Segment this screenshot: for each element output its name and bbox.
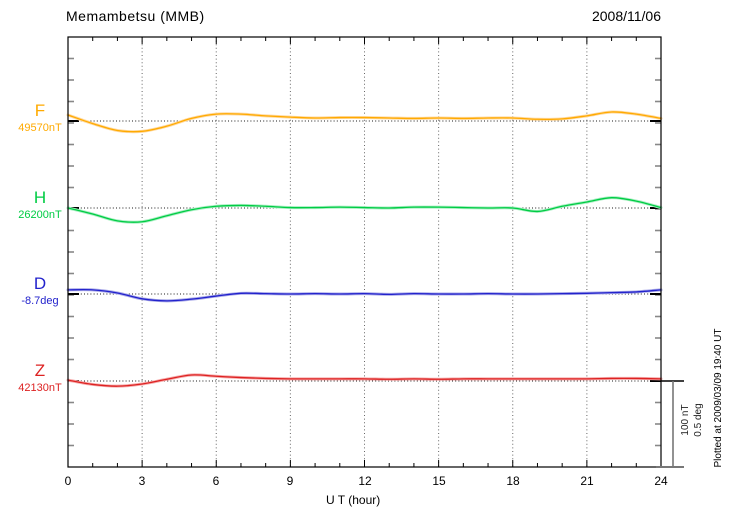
series-baseline-Z: 42130nT	[18, 382, 62, 394]
series-letter-Z: Z	[34, 361, 46, 380]
series-letter-D: D	[33, 274, 47, 293]
xtick-12: 12	[358, 474, 372, 488]
series-label-H: H 26200nT	[12, 189, 68, 221]
series-baseline-D: -8.7deg	[21, 295, 59, 307]
page-title: Memambetsu (MMB)	[66, 8, 205, 24]
series-baseline-F: 49570nT	[18, 122, 62, 134]
plotted-at-note: Plotted at 2009/03/09 19:40 UT	[713, 328, 724, 468]
xtick-6: 6	[212, 474, 220, 488]
scale-bar-line2: 0.5 deg	[692, 403, 704, 437]
xtick-21: 21	[580, 474, 594, 488]
scale-bar-label: 100 nT 0.5 deg	[680, 375, 706, 465]
xaxis-title: U T (hour)	[326, 493, 381, 507]
xtick-24: 24	[654, 474, 668, 488]
xtick-15: 15	[432, 474, 446, 488]
xtick-0: 0	[64, 474, 72, 488]
series-baseline-H: 26200nT	[18, 209, 62, 221]
scale-bar-line1: 100 nT	[680, 404, 691, 436]
xtick-18: 18	[506, 474, 520, 488]
xtick-3: 3	[138, 474, 146, 488]
series-label-Z: Z 42130nT	[12, 362, 68, 394]
series-letter-F: F	[34, 101, 46, 120]
series-label-D: D -8.7deg	[12, 275, 68, 307]
date-label: 2008/11/06	[591, 8, 661, 24]
series-label-F: F 49570nT	[12, 102, 68, 134]
series-letter-H: H	[33, 188, 47, 207]
xtick-9: 9	[286, 474, 294, 488]
